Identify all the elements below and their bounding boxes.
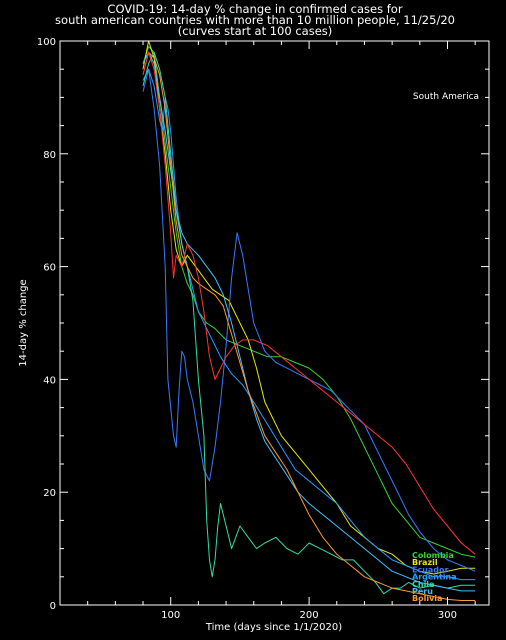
- x-tick-label-100: 100: [161, 610, 180, 621]
- series-line-argentina: [142, 68, 476, 581]
- series-line-bolivia: [142, 51, 476, 601]
- series-layer: [142, 41, 476, 601]
- series-line-colombia: [142, 46, 476, 558]
- series-line-brazil: [142, 41, 476, 575]
- ticks-layer: 0 20 40 60 80 100 100 200 300: [37, 37, 489, 621]
- y-tick-label-40: 40: [43, 375, 56, 386]
- y-tick-label-20: 20: [43, 488, 56, 499]
- x-tick-label-300: 300: [438, 610, 457, 621]
- series-line-peru: [142, 51, 476, 592]
- series-line-unlabeled-7: [142, 51, 476, 555]
- legend-layer: ColombiaBrazilEcuadorArgentinaChilePeruB…: [412, 551, 457, 603]
- series-line-ecuador: [142, 68, 476, 572]
- y-tick-label-100: 100: [37, 37, 56, 48]
- y-axis-label: 14-day % change: [18, 279, 29, 366]
- legend-label-bolivia: Bolivia: [412, 594, 442, 603]
- y-tick-label-0: 0: [50, 601, 56, 612]
- legend-label-chile: Chile: [412, 580, 435, 589]
- series-line-chile: [142, 51, 476, 595]
- plot-frame: [59, 40, 490, 606]
- legend-label-argentina: Argentina: [412, 573, 457, 582]
- chart-subtitle-line-2: (curves start at 100 cases): [178, 24, 333, 38]
- legend-label-ecuador: Ecuador: [412, 565, 449, 574]
- x-axis-label: Time (days since 1/1/2020): [205, 622, 342, 633]
- legend-label-colombia: Colombia: [412, 551, 454, 560]
- annotation-south-america: South America: [413, 92, 479, 102]
- y-tick-label-60: 60: [43, 263, 56, 274]
- legend-label-peru: Peru: [412, 587, 433, 596]
- chart-subtitle-line-1: south american countries with more than …: [55, 13, 455, 27]
- legend-label-brazil: Brazil: [412, 558, 438, 567]
- x-tick-label-200: 200: [300, 610, 319, 621]
- chart-title: COVID-19: 14-day % change in confirmed c…: [107, 2, 402, 16]
- y-tick-label-80: 80: [43, 150, 56, 161]
